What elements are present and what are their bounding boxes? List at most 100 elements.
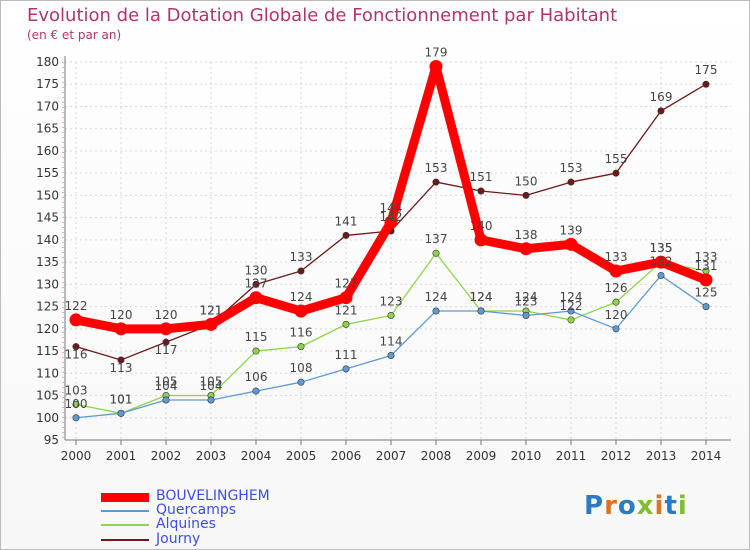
- data-point: [567, 316, 575, 324]
- y-tick-label: 165: [36, 122, 59, 136]
- data-label: 139: [560, 223, 583, 237]
- legend-label: Journy: [156, 531, 201, 547]
- data-label: 101: [110, 392, 133, 406]
- data-label: 151: [470, 170, 493, 184]
- data-label: 135: [650, 241, 673, 255]
- data-point: [159, 322, 173, 336]
- data-label: 125: [695, 286, 718, 300]
- data-label: 127: [245, 277, 268, 291]
- logo-letter: i: [677, 491, 688, 521]
- data-label: 120: [605, 308, 628, 322]
- data-label: 121: [200, 303, 223, 317]
- y-tick-label: 155: [36, 166, 59, 180]
- data-point: [342, 320, 350, 328]
- data-point: [342, 231, 350, 239]
- data-point: [522, 191, 530, 199]
- y-tick-label: 170: [36, 99, 59, 113]
- data-point: [384, 215, 398, 229]
- data-point: [387, 311, 395, 319]
- data-point: [252, 347, 260, 355]
- legend-swatch: [101, 524, 149, 526]
- data-label: 105: [155, 375, 178, 389]
- data-label: 104: [200, 379, 223, 393]
- data-point: [294, 304, 308, 318]
- data-label: 150: [515, 174, 538, 188]
- data-label: 103: [65, 383, 88, 397]
- y-tick-label: 135: [36, 255, 59, 269]
- data-point: [567, 178, 575, 186]
- data-point: [72, 414, 80, 422]
- data-label: 153: [425, 161, 448, 175]
- data-label: 144: [380, 201, 403, 215]
- data-point: [252, 387, 260, 395]
- data-point: [522, 311, 530, 319]
- legend-swatch: [101, 492, 149, 502]
- x-tick-label: 2012: [601, 449, 632, 463]
- data-point: [702, 303, 710, 311]
- data-label: 130: [245, 263, 268, 277]
- data-label: 137: [425, 232, 448, 246]
- y-tick-label: 145: [36, 211, 59, 225]
- data-label: 111: [335, 348, 358, 362]
- legend-label: BOUVELINGHEM: [156, 488, 270, 504]
- data-point: [207, 396, 215, 404]
- data-label: 100: [65, 397, 88, 411]
- data-label: 133: [605, 250, 628, 264]
- y-tick-label: 110: [36, 366, 59, 380]
- x-tick-label: 2011: [556, 449, 587, 463]
- data-label: 169: [650, 90, 673, 104]
- data-point: [114, 322, 128, 336]
- y-tick-label: 105: [36, 389, 59, 403]
- data-label: 124: [470, 290, 493, 304]
- x-tick-label: 2014: [691, 449, 722, 463]
- x-tick-label: 2008: [421, 449, 452, 463]
- y-tick-label: 130: [36, 277, 59, 291]
- logo-letter: t: [664, 491, 678, 521]
- x-tick-label: 2005: [286, 449, 317, 463]
- data-label: 116: [65, 348, 88, 362]
- data-label: 121: [335, 303, 358, 317]
- data-label: 120: [110, 308, 133, 322]
- data-point: [564, 237, 578, 251]
- data-label: 124: [290, 290, 313, 304]
- data-point: [657, 271, 665, 279]
- x-tick-label: 2006: [331, 449, 362, 463]
- x-tick-label: 2003: [196, 449, 227, 463]
- data-point: [342, 365, 350, 373]
- data-point: [702, 80, 710, 88]
- data-point: [612, 325, 620, 333]
- data-label: 124: [470, 290, 493, 304]
- data-label: 105: [200, 375, 223, 389]
- data-point: [432, 178, 440, 186]
- logo-letter: P: [584, 491, 605, 521]
- y-tick-label: 95: [44, 433, 59, 447]
- data-point: [69, 313, 83, 327]
- data-point: [477, 187, 485, 195]
- y-tick-label: 180: [36, 55, 59, 69]
- x-tick-label: 2013: [646, 449, 677, 463]
- y-tick-label: 100: [36, 411, 59, 425]
- data-point: [117, 409, 125, 417]
- data-label: 142: [380, 210, 403, 224]
- data-label: 114: [380, 335, 403, 349]
- grid: [65, 61, 731, 441]
- data-label: 113: [110, 361, 133, 375]
- legend-swatch: [101, 510, 149, 512]
- x-tick-label: 2009: [466, 449, 497, 463]
- data-label: 121: [200, 303, 223, 317]
- y-tick-label: 150: [36, 188, 59, 202]
- data-label: 116: [290, 326, 313, 340]
- x-tick-label: 2002: [151, 449, 182, 463]
- data-point: [297, 343, 305, 351]
- x-tick-label: 2000: [61, 449, 92, 463]
- data-label: 179: [425, 45, 448, 59]
- data-label: 127: [335, 277, 358, 291]
- data-point: [519, 242, 533, 256]
- series-group: [69, 59, 713, 422]
- data-label: 123: [380, 294, 403, 308]
- x-tick-label: 2001: [106, 449, 137, 463]
- x-tick-label: 2007: [376, 449, 407, 463]
- data-label: 138: [515, 228, 538, 242]
